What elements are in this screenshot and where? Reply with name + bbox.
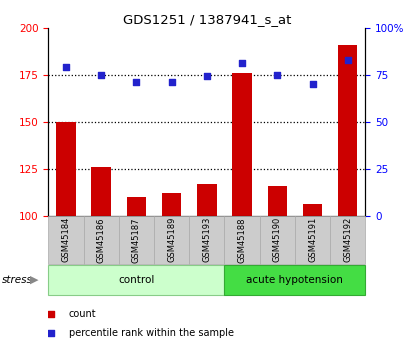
Text: percentile rank within the sample: percentile rank within the sample	[69, 328, 234, 338]
Point	[133, 79, 140, 85]
Point	[203, 74, 210, 79]
Bar	[48, 216, 84, 264]
Bar	[154, 216, 189, 264]
Bar	[330, 216, 365, 264]
Bar	[189, 216, 224, 264]
Text: GSM45190: GSM45190	[273, 217, 282, 263]
Bar	[197, 184, 217, 216]
Bar	[48, 265, 224, 295]
Text: GSM45192: GSM45192	[343, 217, 352, 263]
Bar	[303, 204, 322, 216]
Bar	[119, 216, 154, 264]
Text: ▶: ▶	[30, 275, 39, 285]
Text: count: count	[69, 309, 97, 319]
Text: GSM45184: GSM45184	[61, 217, 71, 263]
Point	[98, 72, 105, 77]
Bar	[295, 216, 330, 264]
Text: GSM45186: GSM45186	[97, 217, 106, 263]
Point	[48, 330, 55, 336]
Bar	[224, 265, 365, 295]
Bar	[268, 186, 287, 216]
Text: GSM45193: GSM45193	[202, 217, 211, 263]
Bar	[224, 216, 260, 264]
Point	[344, 57, 351, 62]
Point	[48, 311, 55, 317]
Point	[239, 61, 245, 66]
Bar	[56, 121, 76, 216]
Text: stress: stress	[2, 275, 33, 285]
Bar	[92, 167, 111, 216]
Bar	[84, 216, 119, 264]
Bar	[232, 73, 252, 216]
Bar	[162, 193, 181, 216]
Text: GSM45187: GSM45187	[132, 217, 141, 263]
Point	[274, 72, 281, 77]
Point	[309, 81, 316, 87]
Text: GSM45191: GSM45191	[308, 217, 317, 263]
Point	[168, 79, 175, 85]
Text: acute hypotension: acute hypotension	[247, 275, 344, 285]
Text: control: control	[118, 275, 155, 285]
Text: GSM45188: GSM45188	[238, 217, 247, 263]
Bar	[127, 197, 146, 216]
Point	[63, 64, 69, 70]
Text: GSM45189: GSM45189	[167, 217, 176, 263]
Bar	[338, 45, 357, 216]
Bar	[260, 216, 295, 264]
Title: GDS1251 / 1387941_s_at: GDS1251 / 1387941_s_at	[123, 13, 291, 27]
